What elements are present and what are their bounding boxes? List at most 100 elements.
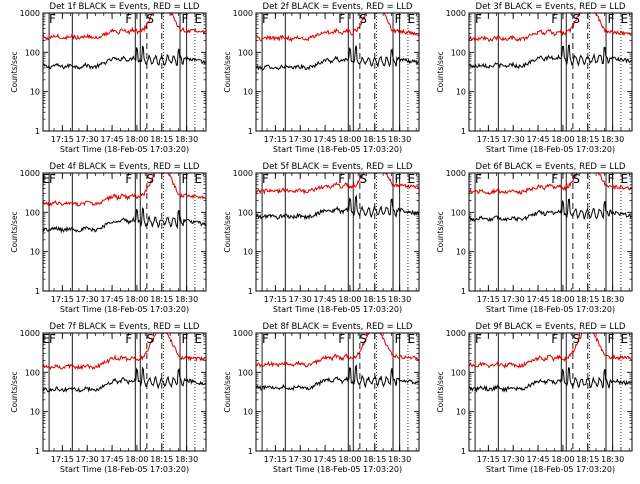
interval-marker-label: S: [572, 12, 580, 26]
series-lld-line: [43, 333, 206, 371]
interval-marker-label: S: [359, 12, 367, 26]
interval-marker-label: F: [551, 172, 558, 186]
y-axis-label: Counts/sec: [223, 371, 232, 412]
plot-frame: [255, 12, 420, 132]
series-events-line: [469, 198, 632, 223]
interval-marker-label: F: [395, 12, 402, 26]
y-axis-label: Counts/sec: [10, 211, 19, 252]
interval-marker-label: F: [475, 12, 482, 26]
y-tick-label: 1: [461, 447, 466, 456]
y-tick-label: 1000: [20, 329, 40, 338]
x-tick-label: 17:45: [314, 135, 337, 144]
y-tick-label: 1: [248, 127, 253, 136]
interval-marker-label: F: [475, 332, 482, 346]
y-tick-label: 1000: [233, 329, 253, 338]
series-lld-line: [469, 333, 632, 369]
y-tick-label: 1000: [233, 9, 253, 18]
y-tick-label: 1000: [233, 169, 253, 178]
chart-title: Det 5f BLACK = Events, RED = LLD: [263, 162, 413, 172]
x-tick-label: 17:30: [502, 455, 525, 464]
y-tick-label: 10: [243, 88, 253, 97]
x-tick-label: 18:00: [338, 295, 361, 304]
series-lld-line: [256, 333, 419, 368]
series-lld-line: [469, 13, 632, 43]
x-tick-label: 17:45: [527, 455, 550, 464]
interval-marker-label: E: [620, 332, 628, 346]
x-tick-label: 18:30: [388, 455, 411, 464]
x-tick-label: 17:15: [477, 295, 500, 304]
y-tick-label: 100: [25, 48, 40, 57]
x-tick-label: 17:45: [314, 455, 337, 464]
y-axis-label: Counts/sec: [436, 51, 445, 92]
series-events-line: [469, 367, 632, 393]
x-tick-label: 18:30: [175, 455, 198, 464]
x-tick-label: 18:00: [551, 135, 574, 144]
y-tick-label: 1: [35, 287, 40, 296]
y-tick-label: 100: [451, 368, 466, 377]
x-tick-label: 18:30: [388, 135, 411, 144]
x-tick-label: 17:30: [289, 455, 312, 464]
chart-title: Det 2f BLACK = Events, RED = LLD: [263, 2, 413, 12]
interval-marker-label: F: [262, 12, 269, 26]
plot-frame: [255, 172, 420, 292]
y-tick-label: 1: [461, 287, 466, 296]
series-events-line: [43, 366, 206, 393]
interval-marker-label: E: [620, 12, 628, 26]
x-tick-label: 18:15: [150, 455, 173, 464]
x-tick-label: 17:15: [477, 135, 500, 144]
x-tick-label: 18:30: [601, 295, 624, 304]
chart-title: Det 6f BLACK = Events, RED = LLD: [476, 162, 626, 172]
y-tick-label: 100: [25, 368, 40, 377]
y-tick-label: 1: [248, 447, 253, 456]
interval-marker-label: F: [338, 12, 345, 26]
interval-marker-label: F: [338, 332, 345, 346]
y-tick-label: 1000: [20, 169, 40, 178]
y-axis-label: Counts/sec: [10, 371, 19, 412]
interval-marker-label: F: [551, 12, 558, 26]
y-tick-label: 1: [35, 447, 40, 456]
y-tick-label: 10: [243, 248, 253, 257]
x-tick-label: 17:30: [76, 295, 99, 304]
plot-frame: [42, 172, 207, 292]
series-events-line: [43, 45, 206, 70]
series-events-line: [256, 364, 419, 392]
y-axis-label: Counts/sec: [436, 371, 445, 412]
interval-marker-label: E: [42, 332, 50, 346]
interval-marker-label: F: [338, 172, 345, 186]
chart-title: Det 7f BLACK = Events, RED = LLD: [50, 322, 200, 332]
series-events-line: [256, 194, 419, 221]
y-tick-label: 10: [456, 88, 466, 97]
y-tick-label: 100: [238, 208, 253, 217]
x-axis-label: Start Time (18-Feb-05 17:03:20): [486, 145, 615, 154]
interval-marker-label: E: [42, 172, 50, 186]
y-tick-label: 10: [30, 408, 40, 417]
y-tick-label: 1: [461, 127, 466, 136]
x-tick-label: 18:00: [125, 455, 148, 464]
x-tick-label: 18:00: [125, 135, 148, 144]
y-tick-label: 1000: [446, 169, 466, 178]
interval-marker-label: E: [194, 12, 202, 26]
y-tick-label: 10: [456, 248, 466, 257]
chart-title: Det 1f BLACK = Events, RED = LLD: [50, 2, 200, 12]
interval-marker-label: E: [194, 332, 202, 346]
interval-marker-label: F: [182, 172, 189, 186]
interval-marker-label: F: [125, 332, 132, 346]
x-tick-label: 18:15: [363, 455, 386, 464]
x-axis-label: Start Time (18-Feb-05 17:03:20): [486, 305, 615, 314]
interval-marker-label: F: [262, 332, 269, 346]
y-tick-label: 10: [243, 408, 253, 417]
x-tick-label: 18:15: [150, 295, 173, 304]
interval-marker-label: E: [407, 12, 415, 26]
x-tick-label: 17:30: [289, 135, 312, 144]
x-tick-label: 17:30: [289, 295, 312, 304]
y-tick-label: 100: [238, 48, 253, 57]
y-axis-label: Counts/sec: [223, 51, 232, 92]
x-tick-label: 18:30: [175, 135, 198, 144]
